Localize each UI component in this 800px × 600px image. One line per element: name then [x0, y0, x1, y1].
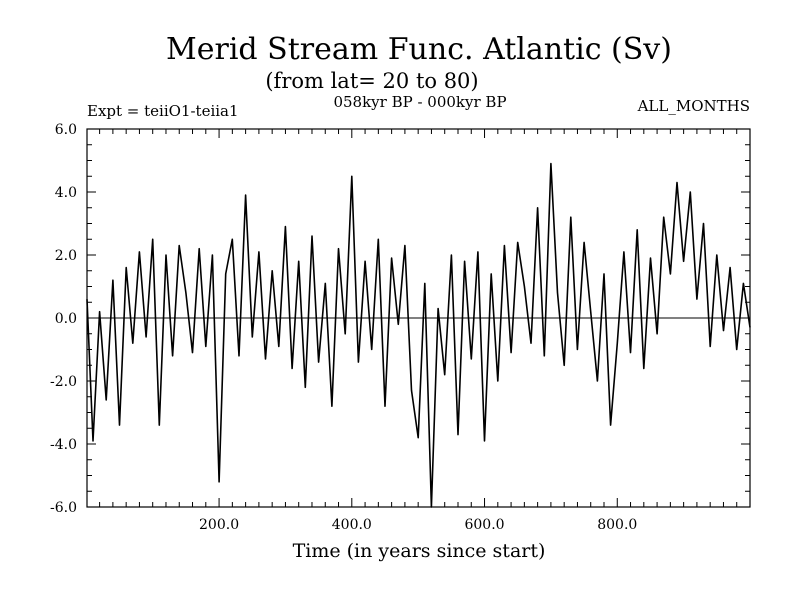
y-tick-label: -2.0: [50, 374, 77, 390]
y-tick-label: -4.0: [50, 437, 77, 453]
x-tick-label: 200.0: [199, 517, 239, 533]
y-tick-label: 6.0: [55, 122, 77, 138]
tick-labels: 200.0 400.0 600.0 800.0 -6.0 -4.0 -2.0 0.0 2.0 4.…: [50, 122, 637, 533]
y-tick-label: 4.0: [55, 185, 77, 201]
experiment-label: Expt = teiiO1-teiia1: [87, 102, 239, 120]
chart-title: Merid Stream Func. Atlantic (Sv): [166, 32, 672, 67]
x-tick-label: 400.0: [332, 517, 372, 533]
y-tick-label: 0.0: [55, 311, 77, 327]
y-tick-label: 2.0: [55, 248, 77, 264]
axis-ticks: [87, 128, 750, 508]
plot-area: 200.0 400.0 600.0 800.0 -6.0 -4.0 -2.0 0.0 2.0 4.…: [50, 122, 751, 533]
y-tick-label: -6.0: [50, 500, 77, 516]
time-range-label: 058kyr BP - 000kyr BP: [333, 93, 506, 111]
months-label: ALL_MONTHS: [637, 97, 750, 115]
x-tick-label: 600.0: [464, 517, 504, 533]
x-axis-label: Time (in years since start): [293, 540, 546, 562]
x-tick-label: 800.0: [597, 517, 637, 533]
series-line: [86, 162, 751, 508]
chart-subtitle: (from lat= 20 to 80): [265, 69, 478, 93]
